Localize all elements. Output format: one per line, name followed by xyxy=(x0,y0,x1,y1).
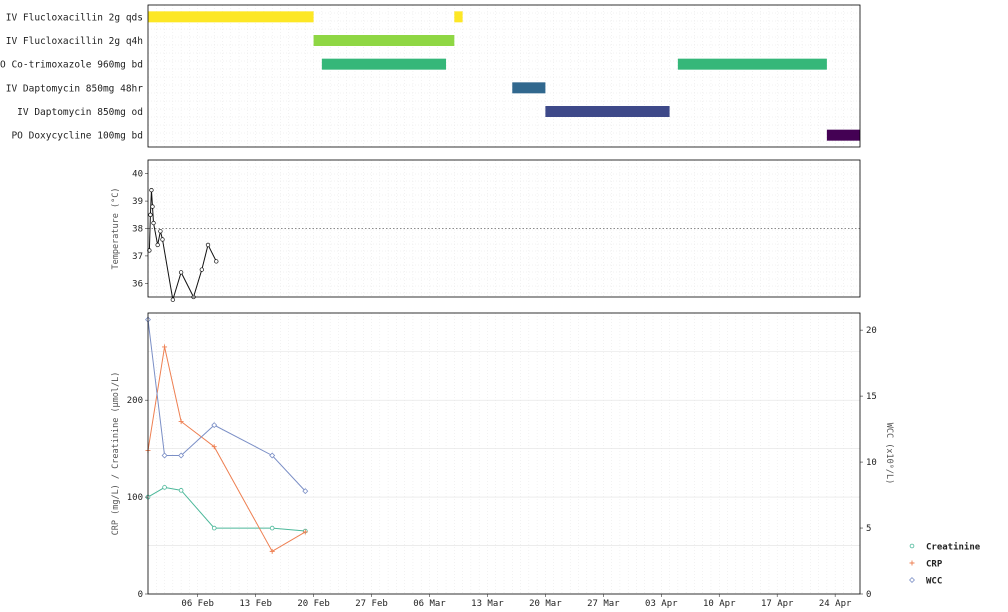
wcc-marker xyxy=(269,452,276,459)
crp-marker xyxy=(178,419,184,425)
medication-panel-frame xyxy=(147,4,861,148)
creatinine-line xyxy=(147,486,306,532)
crp-marker xyxy=(302,529,308,535)
x-tick-label: 13 Mar xyxy=(471,599,504,609)
medication-bar xyxy=(148,11,314,23)
temperature-point xyxy=(160,237,165,242)
temperature-panel-background xyxy=(148,160,860,297)
x-tick-label: 13 Feb xyxy=(239,599,272,609)
temperature-point xyxy=(151,220,156,226)
medication-panel-background xyxy=(148,5,860,147)
lab-left-tick-label: 200 xyxy=(127,396,143,406)
temperature-axis-title: Temperature (°C) xyxy=(111,188,121,270)
legend-label: WCC xyxy=(926,577,942,587)
wcc-line xyxy=(147,319,306,492)
temperature-point xyxy=(214,259,219,264)
temperature-point xyxy=(170,297,175,302)
x-tick-label: 20 Feb xyxy=(297,599,330,609)
temperature-point xyxy=(158,229,163,234)
medication-bar xyxy=(313,35,455,46)
creatinine-marker xyxy=(211,525,217,531)
creatinine-marker xyxy=(269,525,275,531)
x-tick-label: 06 Mar xyxy=(413,599,446,609)
medication-bar xyxy=(826,129,860,141)
temperature-point xyxy=(148,212,153,217)
lab-right-tick-label: 0 xyxy=(866,590,871,600)
temperature-tick-label: 37 xyxy=(132,252,143,262)
temperature-tick-label: 39 xyxy=(132,197,143,207)
lab-left-tick-label: 0 xyxy=(138,590,143,600)
lab-right-tick-label: 5 xyxy=(866,524,871,534)
creatinine-marker xyxy=(909,543,915,549)
x-tick-label: 17 Apr xyxy=(761,599,794,609)
legend-label: Creatinine xyxy=(926,542,981,553)
medication-label: IV Daptomycin 850mg 48hr xyxy=(6,83,144,94)
lab-panel-frame xyxy=(147,312,861,595)
wcc-marker xyxy=(161,452,168,459)
temperature-point xyxy=(149,187,154,193)
medication-label: PO Co-trimoxazole 960mg bd xyxy=(0,60,143,71)
x-tick-label: 24 Apr xyxy=(819,599,852,609)
crp-line xyxy=(147,346,306,553)
medication-label: IV Daptomycin 850mg od xyxy=(17,107,143,118)
temperature-tick-label: 40 xyxy=(132,170,143,180)
temperature-point xyxy=(199,267,204,272)
temperature-point xyxy=(205,242,211,248)
lab-right-tick-label: 20 xyxy=(866,326,877,336)
medication-bar xyxy=(677,58,827,70)
x-tick-label: 27 Mar xyxy=(587,599,620,609)
x-tick-label: 10 Apr xyxy=(703,599,736,609)
wcc-marker xyxy=(211,422,218,429)
temperature-tick-label: 36 xyxy=(132,279,143,289)
medication-label: PO Doxycycline 100mg bd xyxy=(11,131,143,142)
medication-bar xyxy=(545,106,670,117)
creatinine-marker xyxy=(178,488,184,493)
lab-left-axis-title: CRP (mg/L) / Creatinine (μmol/L) xyxy=(111,372,121,536)
temperature-tick-label: 38 xyxy=(132,225,143,235)
temperature-panel-frame xyxy=(147,159,861,298)
wcc-marker xyxy=(302,488,309,495)
lab-right-tick-label: 15 xyxy=(866,392,877,402)
lab-left-tick-label: 100 xyxy=(127,493,143,503)
x-tick-label: 20 Mar xyxy=(529,599,562,609)
temperature-point xyxy=(155,242,160,248)
x-tick-label: 03 Apr xyxy=(645,599,678,609)
crp-marker xyxy=(211,444,217,450)
crp-marker xyxy=(162,344,168,350)
creatinine-marker xyxy=(162,485,167,490)
crp-marker xyxy=(909,560,915,566)
temperature-point xyxy=(178,270,184,275)
x-tick-label: 27 Feb xyxy=(355,599,388,609)
wcc-marker xyxy=(178,452,185,459)
medication-bar xyxy=(321,58,447,70)
lab-right-axis-title: WCC (x10⁹/L) xyxy=(884,423,894,484)
medication-bar xyxy=(512,82,546,94)
medication-label: IV Flucloxacillin 2g q4h xyxy=(6,36,143,47)
temperature-point xyxy=(150,204,155,209)
medication-label: IV Flucloxacillin 2g qds xyxy=(6,12,143,23)
crp-marker xyxy=(269,548,275,554)
temperature-line xyxy=(148,190,217,300)
lab-right-tick-label: 10 xyxy=(866,458,877,468)
legend-label: CRP xyxy=(926,560,943,570)
x-tick-label: 06 Feb xyxy=(181,599,214,609)
temperature-point xyxy=(147,248,152,253)
medication-bar xyxy=(454,11,463,23)
wcc-marker xyxy=(909,577,915,583)
